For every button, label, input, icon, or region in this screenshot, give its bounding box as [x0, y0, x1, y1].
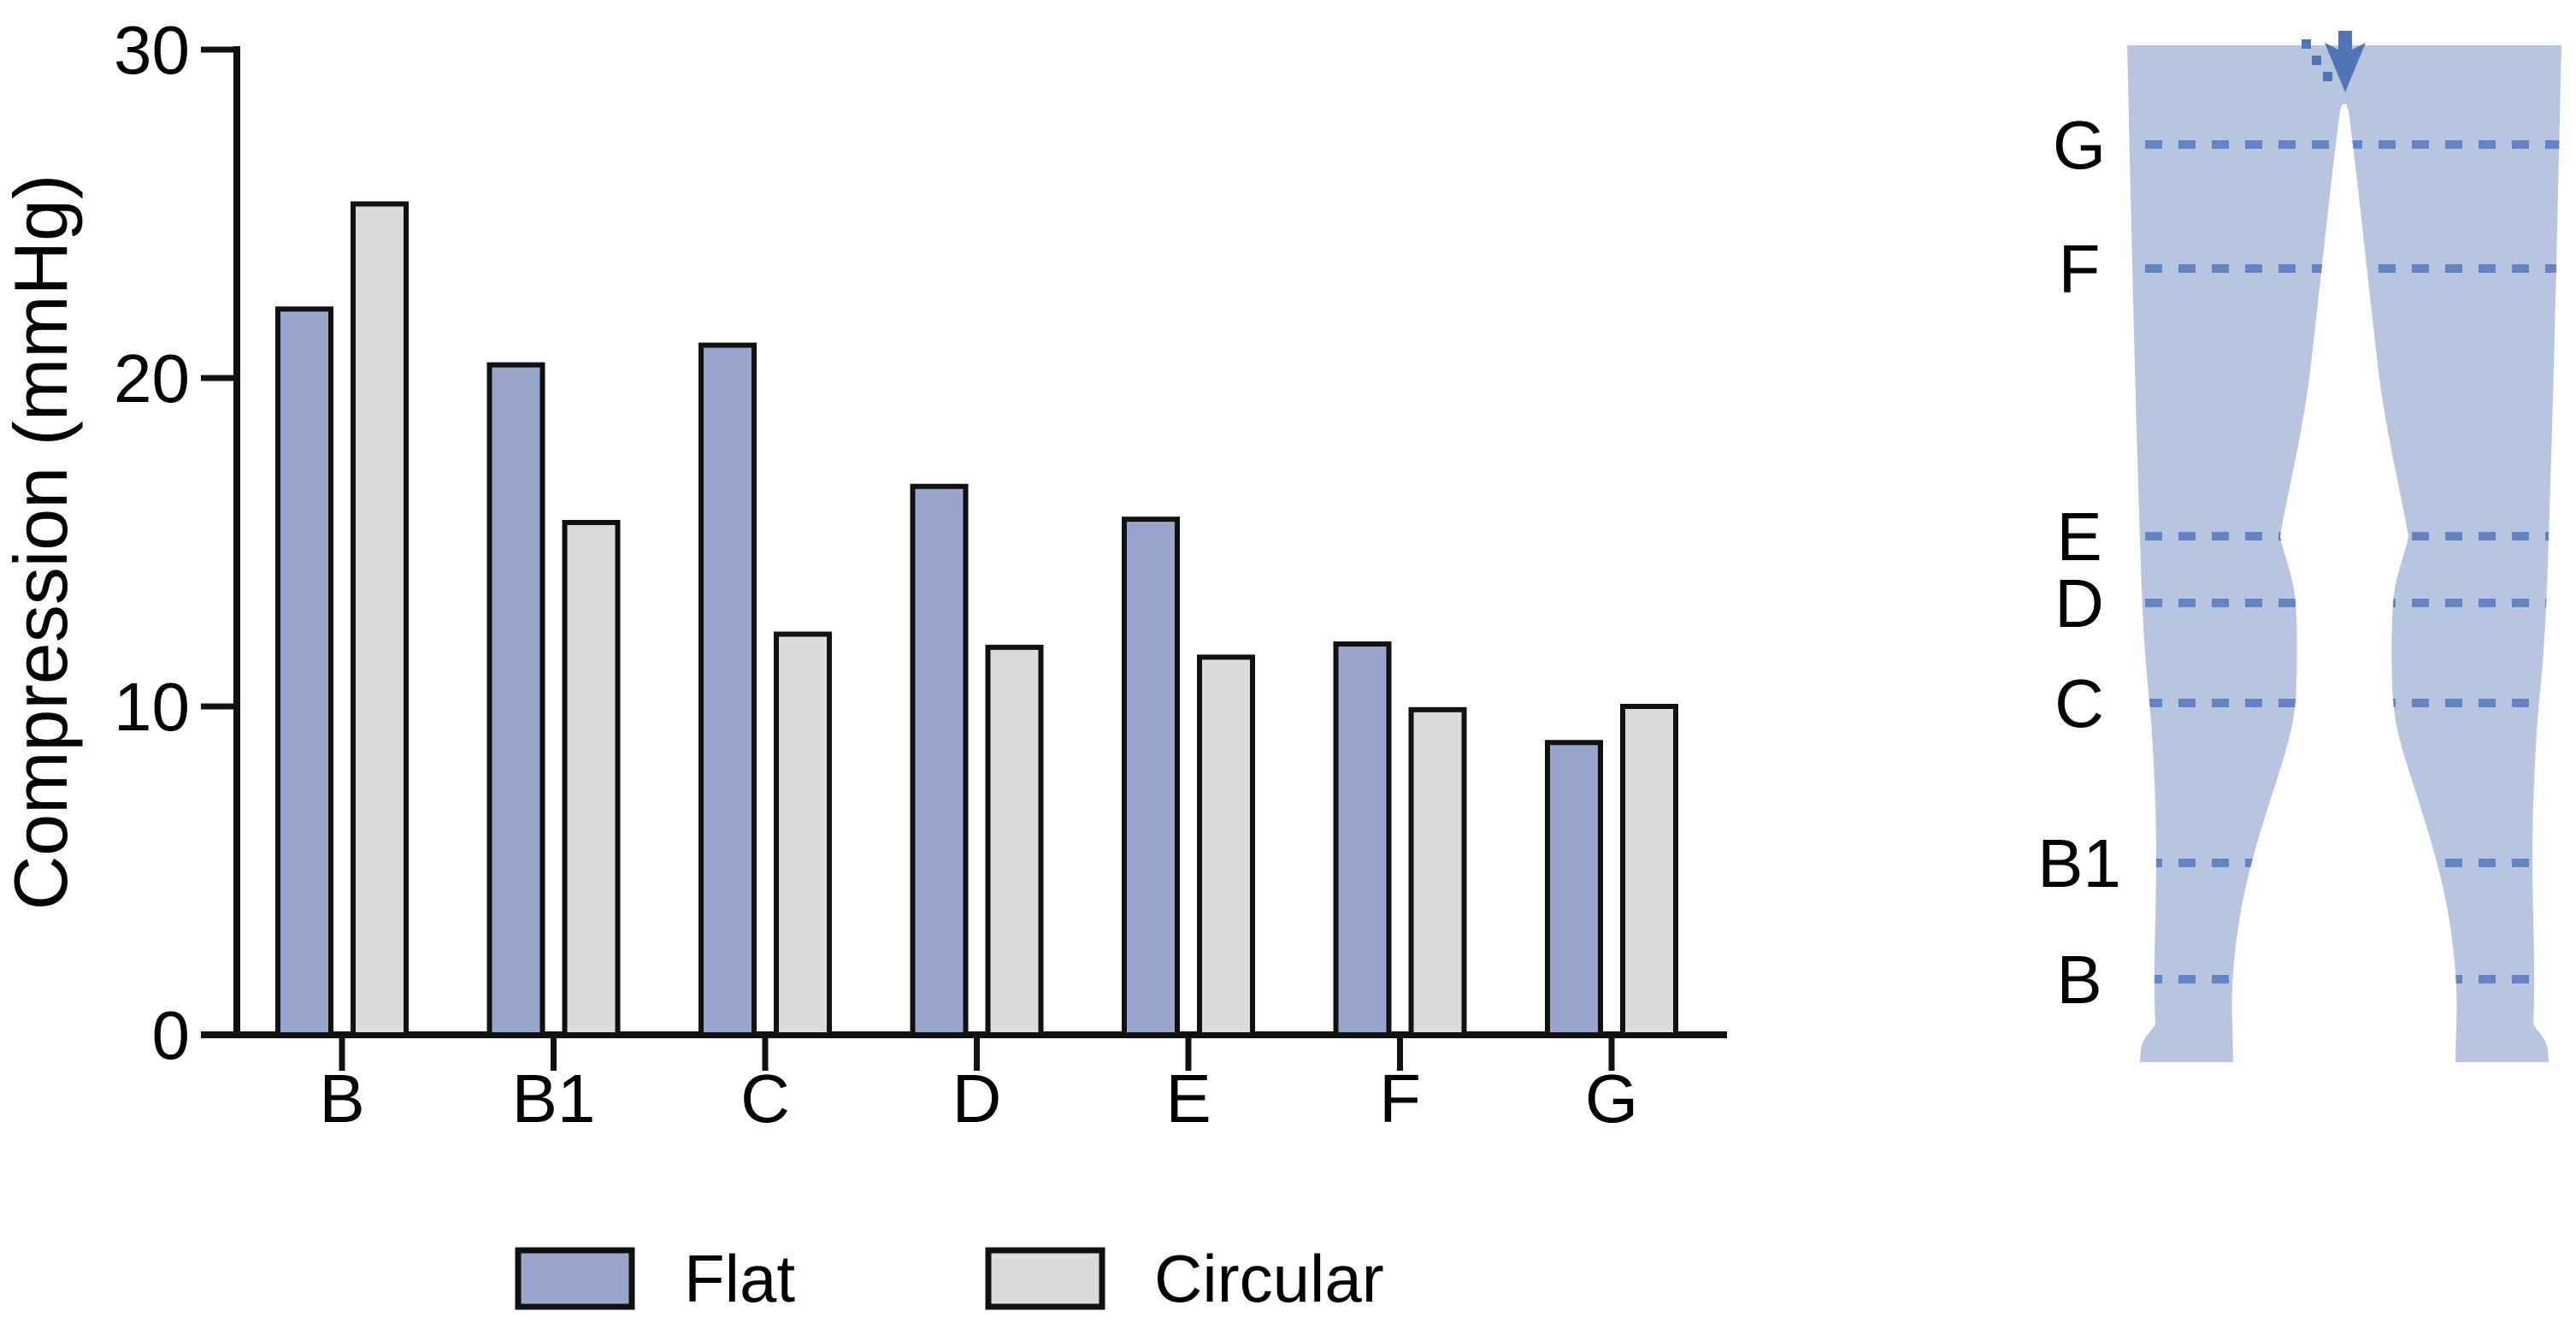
x-label-B1: B1	[512, 1060, 596, 1137]
leg-level-label-F: F	[2059, 231, 2101, 307]
arrow-dot	[2312, 56, 2321, 65]
y-axis-title: Compression (mmHg)	[0, 174, 83, 911]
leg-level-label-G: G	[2053, 107, 2106, 183]
down-arrow-icon	[2325, 31, 2366, 92]
legend-swatch-circular	[985, 1247, 1105, 1310]
x-label-D: D	[952, 1060, 1002, 1137]
x-axis-ticks: B B1 C D E F G	[319, 1035, 1638, 1137]
x-label-G: G	[1585, 1060, 1638, 1137]
leg-silhouette	[2127, 45, 2561, 1062]
bar-Flat-B1	[486, 362, 545, 1037]
leg-measurement-levels	[2127, 140, 2561, 983]
legend-item-flat: Flat	[515, 1241, 795, 1316]
bar-Flat-F	[1333, 641, 1392, 1037]
x-label-C: C	[740, 1060, 790, 1137]
bar-Circular-G	[1620, 704, 1678, 1037]
leg-level-label-C: C	[2054, 665, 2104, 741]
x-label-E: E	[1165, 1060, 1211, 1137]
leg-level-labels: GF EDC B1 B	[2037, 107, 2121, 1018]
bar-Circular-E	[1197, 654, 1255, 1038]
bar-Flat-E	[1122, 517, 1180, 1037]
bar-Circular-D	[985, 644, 1044, 1037]
legend-label-flat: Flat	[684, 1241, 795, 1316]
y-tick-label-10: 10	[114, 669, 190, 745]
leg-diagram: GF EDC B1 B	[2037, 31, 2561, 1062]
y-tick-label-0: 0	[152, 997, 191, 1073]
y-tick-label-20: 20	[114, 340, 190, 416]
leg-level-label-B: B	[2056, 942, 2101, 1018]
bar-Circular-F	[1408, 706, 1467, 1038]
y-axis-ticks: 0 10 20 30	[114, 12, 237, 1073]
arrow-dot	[2302, 39, 2311, 49]
leg-level-label-E: E	[2056, 499, 2101, 575]
bar-chart: 0 10 20 30 B B1 C D E F G Compression (mmHg)	[0, 12, 1727, 1137]
arrow-dot	[2323, 72, 2332, 81]
y-tick-label-30: 30	[114, 12, 190, 88]
bar-Flat-G	[1545, 740, 1603, 1037]
legend-item-circular: Circular	[985, 1241, 1384, 1316]
leg-level-label-D: D	[2054, 565, 2104, 641]
chart-legend: Flat Circular	[515, 1241, 1384, 1316]
bar-Flat-B	[275, 306, 333, 1037]
bar-Circular-B1	[562, 519, 621, 1037]
legend-swatch-flat	[515, 1247, 635, 1310]
bar-Circular-C	[774, 631, 832, 1038]
legend-label-circular: Circular	[1154, 1241, 1384, 1316]
bars-group	[275, 201, 1678, 1038]
leg-level-label-B1: B1	[2037, 825, 2121, 901]
crotch-arrow-icon	[2302, 31, 2366, 92]
bar-Flat-C	[699, 342, 757, 1038]
x-label-B: B	[319, 1060, 364, 1137]
bar-Circular-B	[351, 201, 409, 1038]
bar-Flat-D	[910, 483, 969, 1037]
x-label-F: F	[1379, 1060, 1421, 1137]
